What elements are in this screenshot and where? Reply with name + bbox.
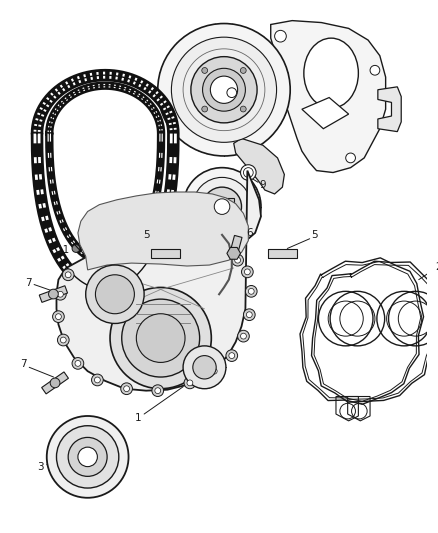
Circle shape [65,272,71,278]
Circle shape [247,312,252,318]
Circle shape [240,333,247,339]
Circle shape [122,299,200,377]
Circle shape [245,286,257,297]
Polygon shape [234,139,284,194]
Circle shape [370,66,380,75]
Circle shape [124,386,130,392]
Circle shape [240,165,256,180]
Circle shape [62,269,74,280]
Circle shape [49,289,58,299]
Circle shape [78,447,97,466]
Circle shape [171,37,276,142]
Circle shape [47,416,128,498]
Circle shape [202,68,208,74]
Circle shape [57,426,119,488]
Polygon shape [151,249,180,258]
Circle shape [53,311,64,322]
Polygon shape [227,247,240,259]
Text: 1: 1 [135,413,141,423]
Text: 3: 3 [38,462,44,472]
Circle shape [86,265,144,324]
Text: 2: 2 [435,262,438,272]
Circle shape [244,309,255,320]
Text: 11: 11 [57,245,70,255]
Circle shape [183,168,261,246]
Circle shape [193,177,251,236]
Circle shape [55,288,66,300]
Circle shape [72,245,80,253]
Text: 5: 5 [311,230,318,240]
Polygon shape [39,286,67,302]
Circle shape [155,387,161,393]
Circle shape [50,378,60,388]
Circle shape [240,68,246,74]
Circle shape [202,187,241,226]
Polygon shape [302,98,349,128]
Circle shape [240,106,246,112]
Circle shape [92,374,103,386]
Circle shape [72,358,84,369]
Circle shape [346,153,356,163]
Circle shape [232,254,244,266]
Circle shape [191,56,257,123]
Circle shape [183,346,226,389]
Bar [210,198,234,215]
Circle shape [193,356,216,379]
Circle shape [275,30,286,42]
Circle shape [95,275,134,314]
Polygon shape [378,87,401,132]
Circle shape [208,365,220,377]
Circle shape [121,383,132,394]
Circle shape [241,266,253,278]
Circle shape [95,377,100,383]
Circle shape [202,68,245,111]
Ellipse shape [304,38,358,108]
Polygon shape [268,249,297,258]
Polygon shape [57,171,261,391]
Polygon shape [42,372,68,394]
Circle shape [229,353,235,359]
Polygon shape [78,192,248,270]
Circle shape [158,23,290,156]
Circle shape [75,360,81,366]
Circle shape [248,288,254,294]
Circle shape [60,337,66,343]
Circle shape [57,292,64,297]
Circle shape [136,314,185,362]
Text: 9: 9 [260,180,266,190]
Circle shape [244,269,250,275]
Polygon shape [271,21,385,173]
Polygon shape [230,236,242,254]
Circle shape [210,76,238,103]
Circle shape [226,350,238,361]
Circle shape [68,438,107,477]
Text: 7: 7 [20,359,27,369]
Circle shape [227,88,237,98]
Circle shape [152,385,164,397]
Text: 7: 7 [25,278,32,288]
Circle shape [202,106,208,112]
Circle shape [235,257,240,263]
Circle shape [187,380,193,386]
Circle shape [214,199,230,214]
Text: 5: 5 [143,230,149,240]
Circle shape [110,287,211,389]
Circle shape [238,330,249,342]
Circle shape [211,368,217,374]
Circle shape [56,314,61,320]
Circle shape [184,377,196,389]
Circle shape [57,334,69,346]
Text: 6: 6 [246,228,253,238]
